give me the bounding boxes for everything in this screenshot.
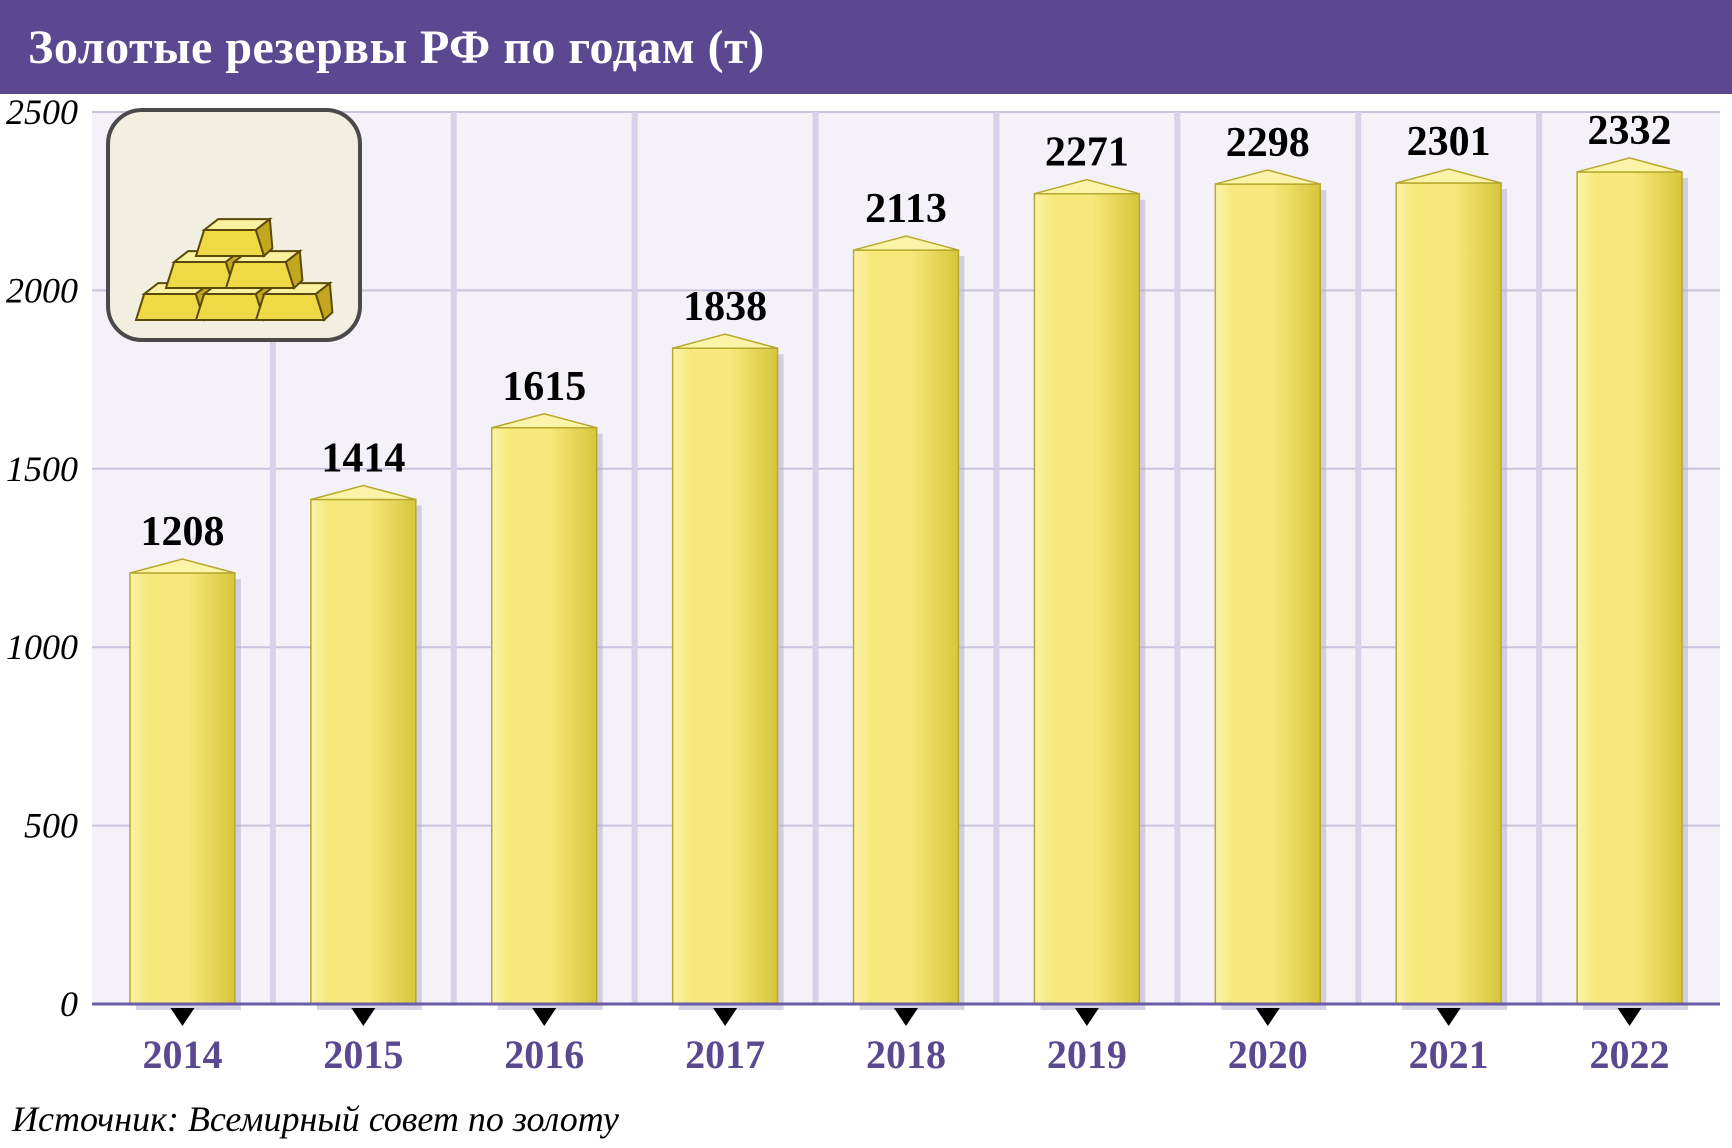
bar-value-label: 2113 <box>865 186 947 232</box>
chart-header: Золотые резервы РФ по годам (т) <box>0 0 1732 94</box>
chart-title: Золотые резервы РФ по годам (т) <box>28 20 765 75</box>
x-tick-marker <box>170 1008 194 1026</box>
bar <box>1577 158 1688 1010</box>
bar <box>1396 169 1507 1010</box>
bar-value-label: 2301 <box>1407 119 1491 165</box>
x-tick-label: 2021 <box>1409 1032 1489 1077</box>
bar-value-label: 2298 <box>1226 120 1310 166</box>
y-tick-label: 1500 <box>6 449 78 489</box>
x-tick-label: 2022 <box>1590 1032 1670 1077</box>
x-tick-label: 2017 <box>685 1032 765 1077</box>
x-tick-marker <box>1075 1008 1099 1026</box>
gold-bars-icon <box>108 110 360 340</box>
x-tick-label: 2016 <box>504 1032 584 1077</box>
bar <box>130 559 241 1010</box>
bar-value-label: 1414 <box>321 435 405 481</box>
bar-value-label: 1838 <box>683 284 767 330</box>
y-tick-label: 1000 <box>6 627 78 667</box>
bar-value-label: 1208 <box>140 509 224 555</box>
chart-area: 0 500 1000 1500 2000 2500 1208 2014 1414 2015 1615… <box>0 94 1732 1094</box>
x-tick-marker <box>1618 1008 1642 1026</box>
x-tick-marker <box>713 1008 737 1026</box>
bar <box>854 236 965 1010</box>
bar-value-label: 1615 <box>502 364 586 410</box>
bar <box>673 334 784 1010</box>
y-tick-label: 500 <box>24 806 78 846</box>
x-tick-marker <box>351 1008 375 1026</box>
chart-svg: 0 500 1000 1500 2000 2500 1208 2014 1414 2015 1615… <box>0 94 1732 1094</box>
x-tick-marker <box>1437 1008 1461 1026</box>
bar <box>492 414 603 1010</box>
y-tick-label: 2500 <box>6 94 78 132</box>
x-tick-marker <box>894 1008 918 1026</box>
x-tick-label: 2020 <box>1228 1032 1308 1077</box>
y-tick-label: 2000 <box>6 270 78 310</box>
x-tick-label: 2015 <box>323 1032 403 1077</box>
y-tick-label: 0 <box>60 984 78 1024</box>
x-tick-label: 2018 <box>866 1032 946 1077</box>
x-tick-label: 2014 <box>142 1032 222 1077</box>
x-tick-label: 2019 <box>1047 1032 1127 1077</box>
chart-source: Источник: Всемирный совет по золоту <box>0 1094 1732 1148</box>
x-tick-marker <box>532 1008 556 1026</box>
bar-value-label: 2271 <box>1045 130 1129 176</box>
bar <box>311 485 422 1010</box>
bar <box>1215 170 1326 1010</box>
bar <box>1034 180 1145 1010</box>
bar-value-label: 2332 <box>1588 108 1672 154</box>
x-tick-marker <box>1256 1008 1280 1026</box>
